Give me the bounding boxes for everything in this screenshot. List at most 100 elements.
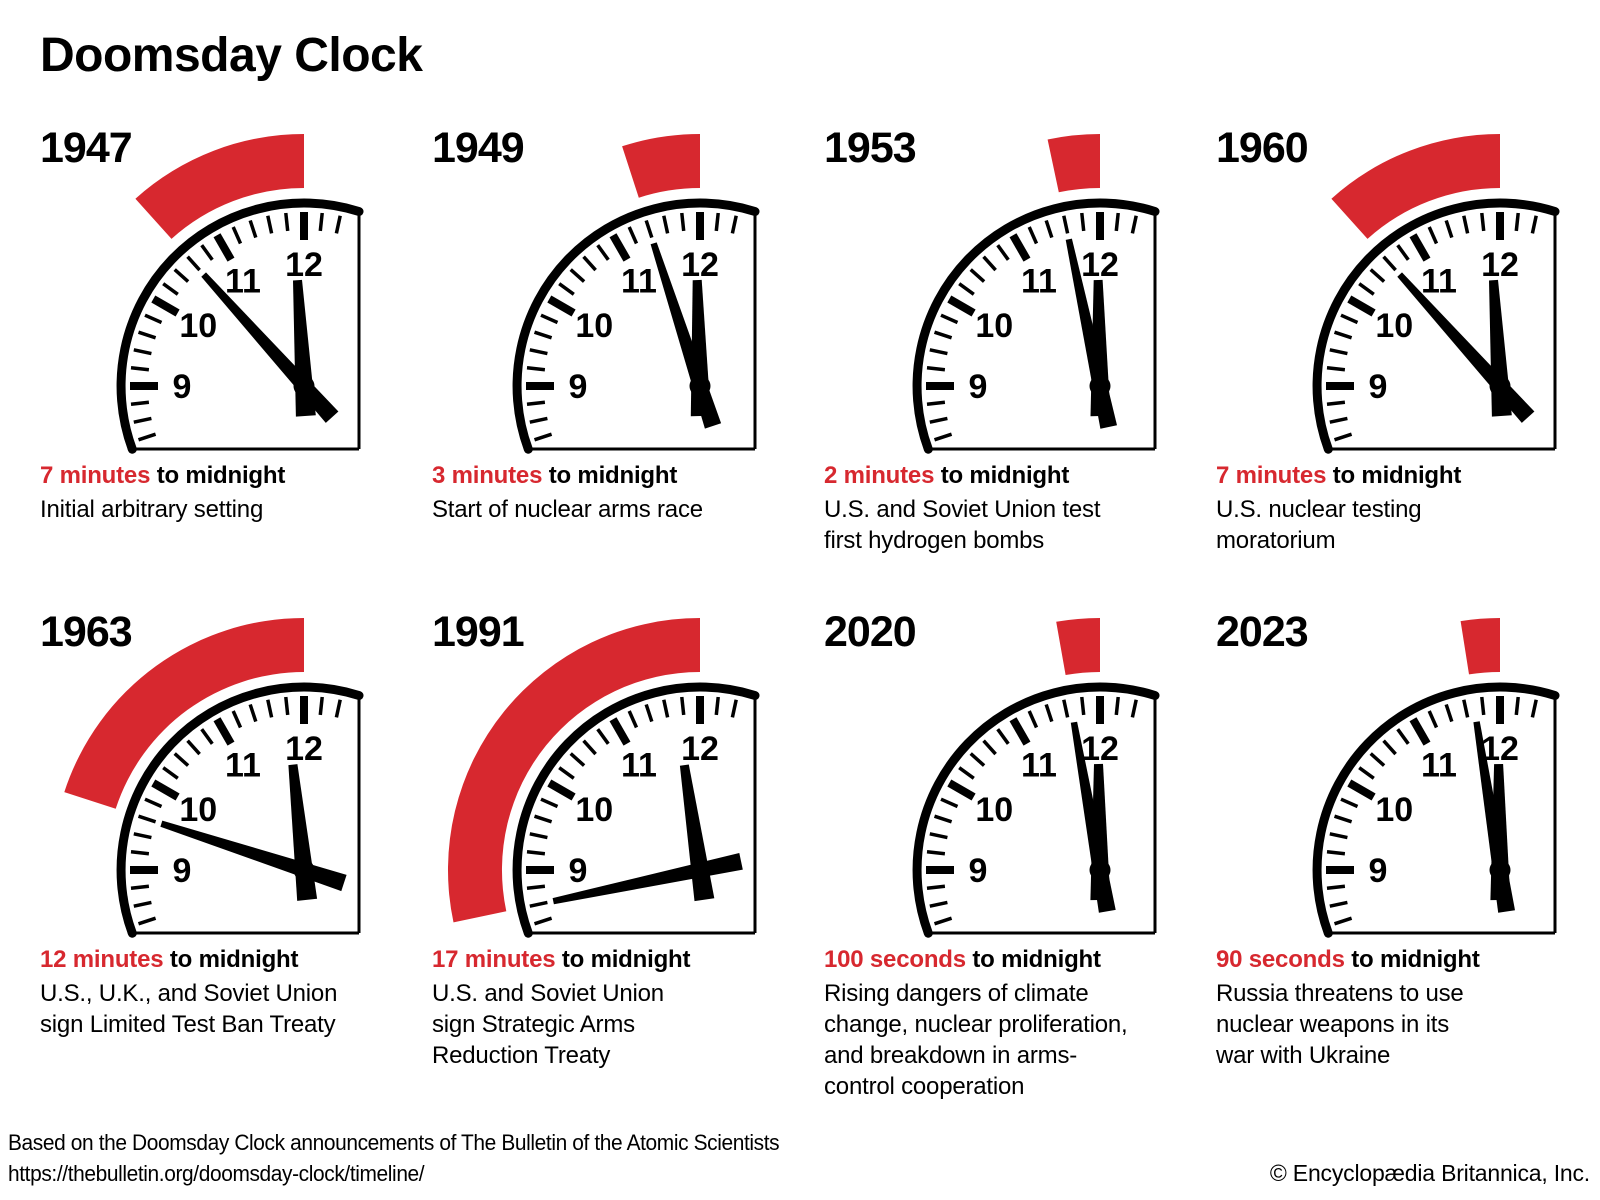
svg-text:11: 11 [621,746,657,784]
event-description: Start of nuclear arms race [432,496,703,523]
time-to-midnight-line: 7 minutes to midnight [40,462,402,490]
svg-text:12: 12 [285,246,323,284]
svg-text:12: 12 [1081,246,1119,284]
midnight-suffix: to midnight [934,462,1070,489]
svg-text:9: 9 [1369,368,1388,406]
event-description: U.S. nuclear testing moratorium [1216,496,1422,554]
event-description: Initial arbitrary setting [40,496,264,523]
svg-text:9: 9 [569,368,588,406]
time-value: 2 minutes [824,462,935,489]
time-to-midnight-line: 100 seconds to midnight [824,946,1186,974]
midnight-suffix: to midnight [1344,946,1480,973]
midnight-suffix: to midnight [1326,462,1462,489]
time-value: 90 seconds [1216,946,1345,973]
footer-url: https://thebulletin.org/doomsday-clock/t… [8,1161,425,1186]
event-description: Russia threatens to use nuclear weapons … [1216,980,1464,1069]
svg-text:10: 10 [179,307,217,345]
year-label: 1949 [432,124,525,172]
svg-text:11: 11 [225,746,261,784]
page-title: Doomsday Clock [40,29,423,82]
clock-panel-1949: 1949 9 10 11 12 3 minutes to midnight Start… [424,116,816,596]
footer-source-note: Based on the Doomsday Clock announcement… [8,1130,780,1155]
svg-text:10: 10 [1375,307,1413,345]
event-description: Rising dangers of climate change, nuclea… [824,980,1128,1100]
svg-text:11: 11 [1421,262,1457,300]
time-to-midnight-line: 17 minutes to midnight [432,946,794,974]
svg-text:10: 10 [975,791,1013,829]
year-label: 2020 [824,608,917,656]
svg-text:12: 12 [1081,730,1119,768]
time-value: 12 minutes [40,946,164,973]
time-value: 17 minutes [432,946,556,973]
svg-text:9: 9 [969,368,988,406]
svg-text:12: 12 [681,730,719,768]
event-description: U.S. and Soviet Union test first hydroge… [824,496,1101,554]
time-value: 3 minutes [432,462,543,489]
svg-text:10: 10 [975,307,1013,345]
svg-text:11: 11 [225,262,261,300]
svg-text:10: 10 [179,791,217,829]
year-label: 1960 [1216,124,1309,172]
year-label: 1947 [40,124,133,172]
svg-text:10: 10 [575,791,613,829]
svg-text:12: 12 [1481,246,1519,284]
clock-panel-1963: 1963 9 10 11 12 12 minutes to midnight U.S.… [32,600,424,1080]
year-label: 1991 [432,608,525,656]
year-label: 1953 [824,124,917,172]
svg-text:11: 11 [1021,746,1057,784]
event-description: U.S. and Soviet Union sign Strategic Arm… [432,980,664,1069]
svg-text:9: 9 [1369,852,1388,890]
clock-panel-1947: 1947 9 10 11 12 7 minutes to midnight Initi… [32,116,424,596]
caption: 7 minutes to midnight U.S. nuclear testi… [1216,462,1578,556]
svg-text:9: 9 [173,852,192,890]
time-to-midnight-line: 7 minutes to midnight [1216,462,1578,490]
clock-panel-2020: 2020 9 10 11 12 100 seconds to midnight Ris… [816,600,1208,1100]
svg-text:10: 10 [575,307,613,345]
time-to-midnight-line: 3 minutes to midnight [432,462,794,490]
event-description: U.S., U.K., and Soviet Union sign Limite… [40,980,338,1038]
year-label: 2023 [1216,608,1309,656]
midnight-suffix: to midnight [542,462,678,489]
midnight-suffix: to midnight [150,462,286,489]
time-value: 100 seconds [824,946,966,973]
time-to-midnight-line: 2 minutes to midnight [824,462,1186,490]
svg-text:9: 9 [173,368,192,406]
year-label: 1963 [40,608,133,656]
svg-text:11: 11 [621,262,657,300]
caption: 7 minutes to midnight Initial arbitrary … [40,462,402,525]
caption: 90 seconds to midnight Russia threatens … [1216,946,1578,1071]
caption: 3 minutes to midnight Start of nuclear a… [432,462,794,525]
svg-text:12: 12 [285,730,323,768]
clock-panel-1953: 1953 9 10 11 12 2 minutes to midnight U.S. … [816,116,1208,596]
svg-text:9: 9 [569,852,588,890]
clock-panel-1960: 1960 9 10 11 12 7 minutes to midnight U.S. … [1208,116,1600,596]
caption: 2 minutes to midnight U.S. and Soviet Un… [824,462,1186,556]
caption: 12 minutes to midnight U.S., U.K., and S… [40,946,402,1040]
clock-panel-2023: 2023 9 10 11 12 90 seconds to midnight Russ… [1208,600,1600,1080]
time-to-midnight-line: 90 seconds to midnight [1216,946,1578,974]
time-to-midnight-line: 12 minutes to midnight [40,946,402,974]
svg-text:10: 10 [1375,791,1413,829]
svg-text:9: 9 [969,852,988,890]
caption: 17 minutes to midnight U.S. and Soviet U… [432,946,794,1071]
clock-panel-1991: 1991 9 10 11 12 17 minutes to midnight U.S.… [424,600,816,1080]
svg-text:12: 12 [681,246,719,284]
time-value: 7 minutes [1216,462,1327,489]
midnight-suffix: to midnight [555,946,691,973]
footer-copyright: © Encyclopædia Britannica, Inc. [1269,1160,1590,1186]
midnight-suffix: to midnight [163,946,299,973]
svg-text:11: 11 [1021,262,1057,300]
midnight-suffix: to midnight [965,946,1101,973]
time-value: 7 minutes [40,462,151,489]
svg-text:11: 11 [1421,746,1457,784]
caption: 100 seconds to midnight Rising dangers o… [824,946,1186,1102]
